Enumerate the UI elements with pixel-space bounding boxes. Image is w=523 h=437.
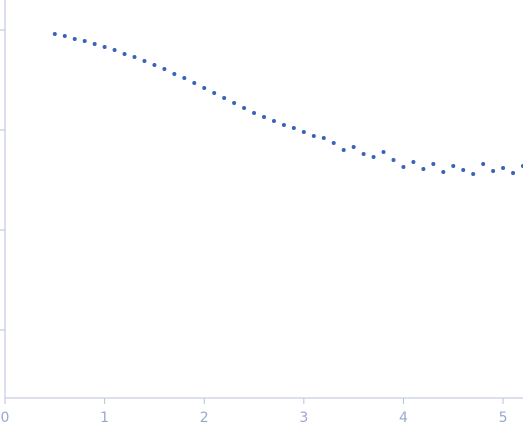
x-tick-label: 2 [200, 410, 209, 426]
point [451, 164, 456, 168]
point [511, 171, 516, 175]
point [471, 172, 476, 176]
point [212, 91, 217, 95]
point [421, 167, 426, 171]
point [112, 48, 117, 52]
point [232, 101, 237, 105]
point [102, 45, 107, 49]
point [152, 63, 157, 67]
point [441, 170, 446, 174]
point [361, 152, 366, 156]
point [62, 34, 67, 38]
point [321, 136, 326, 140]
point [391, 158, 396, 162]
point [132, 55, 137, 59]
point [381, 150, 386, 154]
point [262, 115, 266, 119]
point [172, 72, 177, 76]
point [311, 134, 316, 138]
point [401, 165, 406, 169]
point [331, 141, 336, 145]
point [491, 169, 496, 173]
point [461, 168, 466, 172]
x-tick-label: 5 [499, 410, 508, 426]
point [351, 145, 356, 149]
point [341, 148, 346, 152]
point [242, 106, 247, 110]
point [162, 67, 167, 71]
x-tick-label: 0 [1, 410, 10, 426]
point [92, 42, 97, 46]
point [301, 130, 306, 134]
point [271, 119, 276, 123]
point [501, 166, 506, 170]
x-tick-label: 1 [100, 410, 109, 426]
point [481, 162, 486, 166]
point [431, 162, 436, 166]
x-tick-label: 3 [299, 410, 308, 426]
point [202, 86, 207, 90]
point [142, 59, 147, 63]
point [52, 32, 57, 36]
point [192, 81, 197, 85]
point [291, 126, 296, 130]
point [281, 123, 286, 127]
point [411, 160, 416, 164]
point [182, 76, 187, 80]
point [122, 52, 127, 56]
point [371, 155, 376, 159]
point [82, 39, 87, 43]
point [222, 96, 227, 100]
point [252, 111, 257, 115]
x-tick-label: 4 [399, 410, 408, 426]
point [72, 37, 77, 41]
